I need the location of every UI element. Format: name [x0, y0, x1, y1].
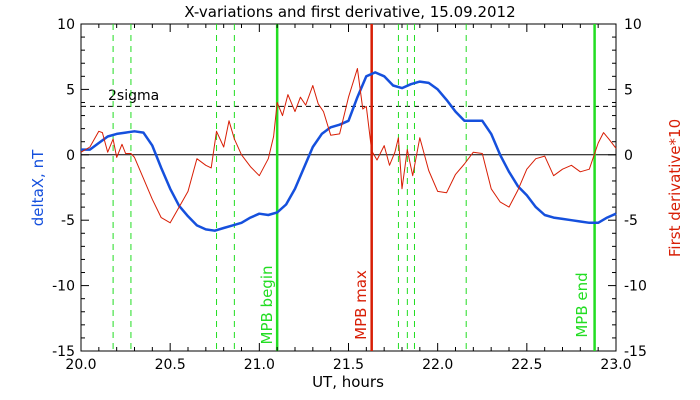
series-line-1: [80, 68, 617, 224]
y-tick-label-right-5: -15: [624, 344, 647, 360]
x-tick-label-3: 21.5: [333, 357, 364, 373]
mpb-max-label: MPB max: [352, 270, 370, 340]
y-axis-label-right: First derivative*10: [666, 119, 684, 257]
x-axis-label: UT, hours: [312, 373, 384, 391]
y-tick-label-left-2: 0: [66, 148, 75, 164]
x-tick-label-2: 21.0: [244, 357, 275, 373]
y-tick-label-right-4: -10: [624, 279, 647, 295]
y-tick-label-left-0: 10: [57, 17, 75, 33]
y-tick-label-right-2: 0: [624, 148, 633, 164]
mpb-end-label: MPB end: [573, 272, 591, 337]
x-tick-label-4: 22.0: [422, 357, 453, 373]
x-tick-label-1: 20.5: [155, 357, 186, 373]
y-tick-label-left-4: -10: [52, 279, 75, 295]
series-line-0: [81, 71, 617, 232]
y-tick-label-left-5: -15: [52, 344, 75, 360]
y-tick-label-left-1: 5: [66, 82, 75, 98]
x-tick-label-5: 22.5: [511, 357, 542, 373]
plot-content: 20.0 20.5 21.0 21.5 22.0 22.5 23.0 10 10 5 5 0 0 -5 -5…: [52, 17, 647, 373]
y-tick-label-right-1: 5: [624, 82, 633, 98]
x-tick-label-0: 20.0: [65, 357, 96, 373]
x-tick-label-6: 23.0: [600, 357, 631, 373]
mpb-begin-label: MPB begin: [258, 266, 276, 345]
plot-frame: [80, 23, 617, 352]
y-tick-label-right-0: 10: [624, 17, 642, 33]
y-tick-label-right-3: -5: [624, 213, 638, 229]
y-tick-label-left-3: -5: [61, 213, 75, 229]
sigma-label: 2sigma: [108, 88, 159, 104]
chart-title: X-variations and first derivative, 15.09…: [184, 3, 515, 21]
y-axis-label-left: deltaX, nT: [29, 149, 47, 226]
